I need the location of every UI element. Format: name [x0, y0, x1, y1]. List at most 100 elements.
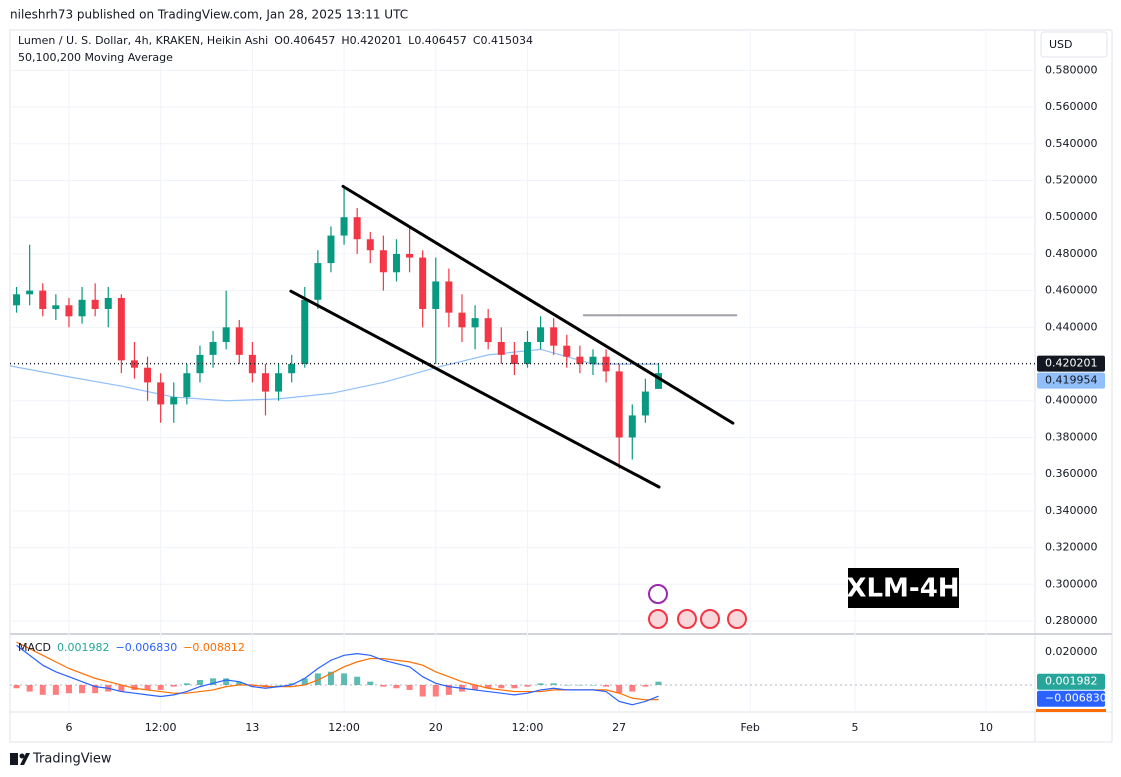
candle-body	[301, 299, 309, 365]
y-tick-label: 0.480000	[1045, 247, 1098, 260]
y-tick-label: 0.500000	[1045, 210, 1098, 223]
event-icon[interactable]	[700, 609, 720, 629]
y-tick-label: 0.460000	[1045, 284, 1098, 297]
candle-body	[366, 239, 374, 251]
y-tick-label: 0.280000	[1045, 614, 1098, 627]
macd-label: −0.006830	[1045, 692, 1107, 705]
x-tick-label: 5	[851, 721, 858, 734]
histogram-bar	[576, 684, 583, 686]
x-tick-label: 12:00	[145, 721, 177, 734]
x-tick-label: Feb	[740, 721, 759, 734]
x-tick-label: 20	[429, 721, 443, 734]
macd-name: MACD	[18, 641, 51, 654]
histogram-bar	[65, 684, 72, 694]
y-tick-label: 0.580000	[1045, 63, 1098, 76]
footer: TradingView	[32, 752, 112, 767]
candle-body	[471, 318, 479, 328]
x-tick-label: 12:00	[328, 721, 360, 734]
histogram-bar	[262, 684, 269, 687]
candle-body	[576, 356, 584, 365]
histogram-bar	[223, 678, 230, 685]
candle-body	[654, 373, 662, 389]
y-tick-label: 0.300000	[1045, 577, 1098, 590]
candle-body	[26, 290, 34, 295]
histogram-bar	[131, 684, 138, 690]
histogram-bar	[616, 684, 623, 694]
histogram-bar	[327, 671, 334, 685]
ohlc-letter: C	[473, 34, 481, 47]
y-tick-label: 0.320000	[1045, 541, 1098, 554]
header: nileshrh73 published on TradingView.com,…	[10, 8, 408, 22]
y-tick-label: 0.020000	[1045, 645, 1098, 658]
histogram-bar	[419, 684, 426, 697]
ohlc-letter: O	[274, 34, 283, 47]
logo	[10, 753, 30, 765]
candle-body	[52, 305, 60, 309]
y-tick-label: 0.560000	[1045, 100, 1098, 113]
candle-body	[340, 217, 348, 236]
histogram-bar	[380, 684, 387, 687]
candle-body	[589, 356, 597, 365]
histogram-bar	[170, 684, 177, 687]
candle-body	[615, 371, 623, 438]
candle-body	[222, 327, 230, 343]
candle-body	[419, 257, 427, 309]
event-icon[interactable]	[727, 609, 747, 629]
candle-body	[157, 382, 165, 405]
histogram-bar	[603, 684, 610, 687]
histogram-bar	[236, 681, 243, 685]
event-icon[interactable]	[648, 584, 668, 604]
ohlc-letter: H	[341, 34, 349, 47]
histogram-bar	[406, 684, 413, 690]
ohlc-value: 0.420201	[350, 34, 403, 47]
histogram-bar	[563, 684, 570, 686]
histogram-label-box	[1037, 673, 1105, 690]
histogram-bar	[144, 684, 151, 690]
histogram-bar	[511, 684, 518, 689]
histogram-bar	[196, 680, 203, 685]
candle-body	[379, 250, 387, 273]
candle-body	[314, 263, 322, 300]
candle-body	[563, 345, 571, 357]
y-tick-label: 0.340000	[1045, 504, 1098, 517]
candle-body	[510, 354, 518, 365]
trendline	[289, 289, 661, 489]
histogram-bar	[524, 684, 531, 687]
candle-body	[641, 391, 649, 416]
candle-body	[458, 312, 466, 328]
histogram-bar	[445, 684, 452, 695]
price-label: 0.420201	[1045, 357, 1098, 370]
signal-value: −0.008812	[183, 641, 245, 654]
candle-body	[13, 294, 21, 306]
candle-body	[235, 327, 243, 355]
histogram-bar	[183, 683, 190, 685]
candle-body	[183, 373, 191, 398]
event-icon[interactable]	[677, 609, 697, 629]
y-tick-label: 0.440000	[1045, 320, 1098, 333]
candle-body	[406, 253, 414, 258]
candle-body	[170, 397, 178, 405]
histogram-bar	[288, 683, 295, 685]
candle-body	[497, 342, 505, 355]
histogram-bar	[393, 684, 400, 689]
histogram-bar	[537, 683, 544, 685]
legend: Lumen / U. S. Dollar, 4h, KRAKEN, Heikin…	[18, 34, 533, 47]
candle-body	[104, 297, 112, 309]
histogram-bar	[498, 684, 505, 689]
macd-legend: MACD 0.001982 −0.006830 −0.008812	[18, 641, 245, 654]
histogram-value: 0.001982	[57, 641, 110, 654]
candle-body	[392, 253, 400, 273]
histogram-bar	[301, 678, 308, 685]
frame	[9, 29, 1113, 743]
currency: USD	[1049, 38, 1073, 51]
candle-body	[209, 342, 217, 355]
histogram-bar	[52, 684, 59, 695]
y-tick-label: 0.360000	[1045, 467, 1098, 480]
candle-body	[65, 305, 73, 317]
event-icon[interactable]	[648, 609, 668, 629]
x-tick-label: 10	[979, 721, 993, 734]
histogram-bar	[26, 684, 33, 692]
candle-body	[445, 281, 453, 313]
macd-label-box	[1037, 690, 1105, 707]
